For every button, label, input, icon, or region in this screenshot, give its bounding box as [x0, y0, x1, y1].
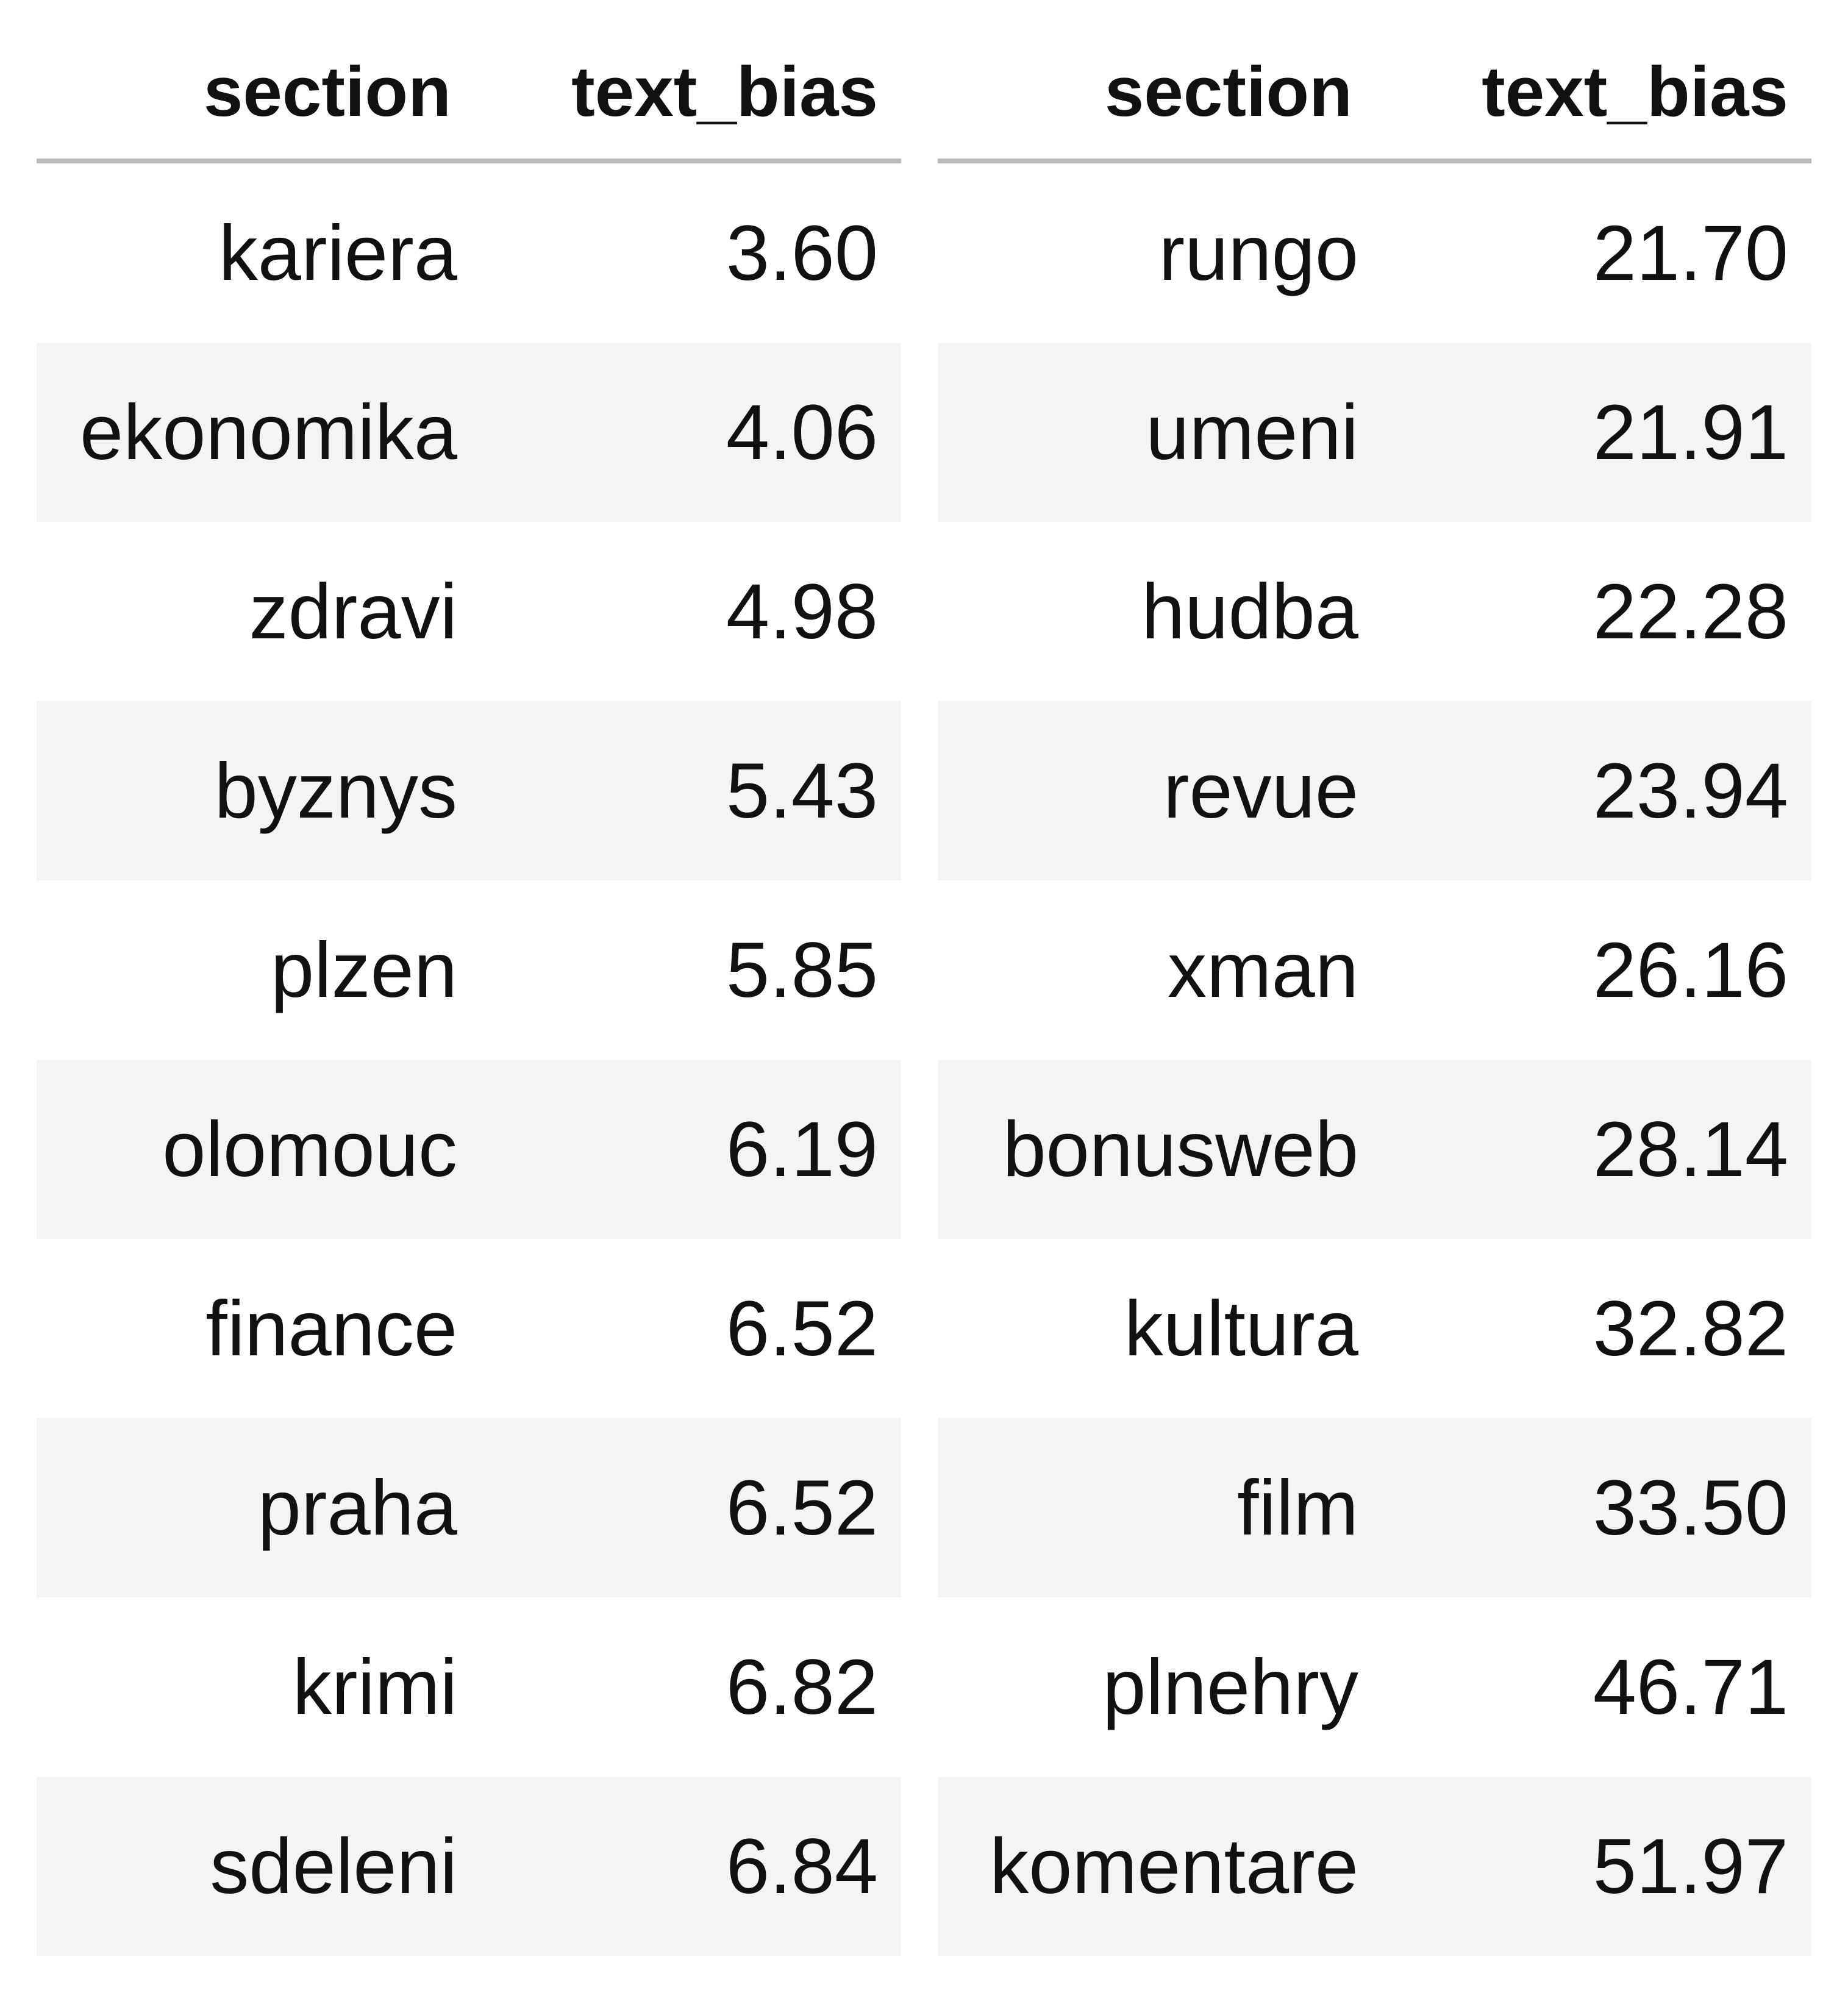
text-bias-cell: 51.97 [1375, 1777, 1811, 1956]
table-row: film 33.50 [938, 1418, 1811, 1597]
section-cell: kultura [938, 1239, 1375, 1418]
column-header-section: section [37, 24, 474, 163]
text-bias-cell: 28.14 [1375, 1060, 1811, 1239]
header-row: section text_bias [37, 24, 901, 163]
section-cell: umeni [938, 343, 1375, 522]
text-bias-cell: 22.28 [1375, 522, 1811, 701]
table-row: plzen 5.85 [37, 880, 901, 1060]
section-cell: sdeleni [37, 1777, 474, 1956]
table-row: sdeleni 6.84 [37, 1777, 901, 1956]
section-cell: ekonomika [37, 343, 474, 522]
table-row: krimi 6.82 [37, 1597, 901, 1777]
table-row: xman 26.16 [938, 880, 1811, 1060]
section-cell: komentare [938, 1777, 1375, 1956]
table-row: umeni 21.91 [938, 343, 1811, 522]
table-row: komentare 51.97 [938, 1777, 1811, 1956]
header-row: section text_bias [938, 24, 1811, 163]
section-cell: film [938, 1418, 1375, 1597]
section-cell: hudba [938, 522, 1375, 701]
table-row: plnehry 46.71 [938, 1597, 1811, 1777]
text-bias-cell: 26.16 [1375, 880, 1811, 1060]
text-bias-cell: 46.71 [1375, 1597, 1811, 1777]
section-cell: finance [37, 1239, 474, 1418]
text-bias-cell: 32.82 [1375, 1239, 1811, 1418]
table-row: kultura 32.82 [938, 1239, 1811, 1418]
section-cell: praha [37, 1418, 474, 1597]
table-row: zdravi 4.98 [37, 522, 901, 701]
text-bias-cell: 6.84 [474, 1777, 901, 1956]
section-cell: plzen [37, 880, 474, 1060]
left-table: section text_bias kariera 3.60 ekonomika… [37, 24, 901, 1956]
text-bias-cell: 5.85 [474, 880, 901, 1060]
table-row: kariera 3.60 [37, 161, 901, 343]
text-bias-cell: 4.98 [474, 522, 901, 701]
section-cell: krimi [37, 1597, 474, 1777]
table-row: revue 23.94 [938, 701, 1811, 880]
text-bias-cell: 33.50 [1375, 1418, 1811, 1597]
column-header-text-bias: text_bias [1375, 24, 1811, 163]
table-row: olomouc 6.19 [37, 1060, 901, 1239]
text-bias-cell: 4.06 [474, 343, 901, 522]
text-bias-cell: 6.52 [474, 1239, 901, 1418]
section-cell: zdravi [37, 522, 474, 701]
table-row: praha 6.52 [37, 1418, 901, 1597]
table-row: ekonomika 4.06 [37, 343, 901, 522]
text-bias-cell: 3.60 [474, 161, 901, 343]
text-bias-cell: 6.19 [474, 1060, 901, 1239]
text-bias-cell: 6.52 [474, 1418, 901, 1597]
column-header-text-bias: text_bias [474, 24, 901, 163]
column-header-section: section [938, 24, 1375, 163]
section-cell: plnehry [938, 1597, 1375, 1777]
text-bias-cell: 6.82 [474, 1597, 901, 1777]
section-cell: bonusweb [938, 1060, 1375, 1239]
section-cell: xman [938, 880, 1375, 1060]
table-row: bonusweb 28.14 [938, 1060, 1811, 1239]
right-table: section text_bias rungo 21.70 umeni 21.9… [938, 24, 1811, 1956]
section-cell: kariera [37, 161, 474, 343]
text-bias-cell: 23.94 [1375, 701, 1811, 880]
section-cell: revue [938, 701, 1375, 880]
text-bias-cell: 21.70 [1375, 161, 1811, 343]
section-cell: olomouc [37, 1060, 474, 1239]
text-bias-cell: 5.43 [474, 701, 901, 880]
section-cell: byznys [37, 701, 474, 880]
table-row: finance 6.52 [37, 1239, 901, 1418]
table-row: rungo 21.70 [938, 161, 1811, 343]
table-row: hudba 22.28 [938, 522, 1811, 701]
text-bias-cell: 21.91 [1375, 343, 1811, 522]
table-row: byznys 5.43 [37, 701, 901, 880]
section-cell: rungo [938, 161, 1375, 343]
